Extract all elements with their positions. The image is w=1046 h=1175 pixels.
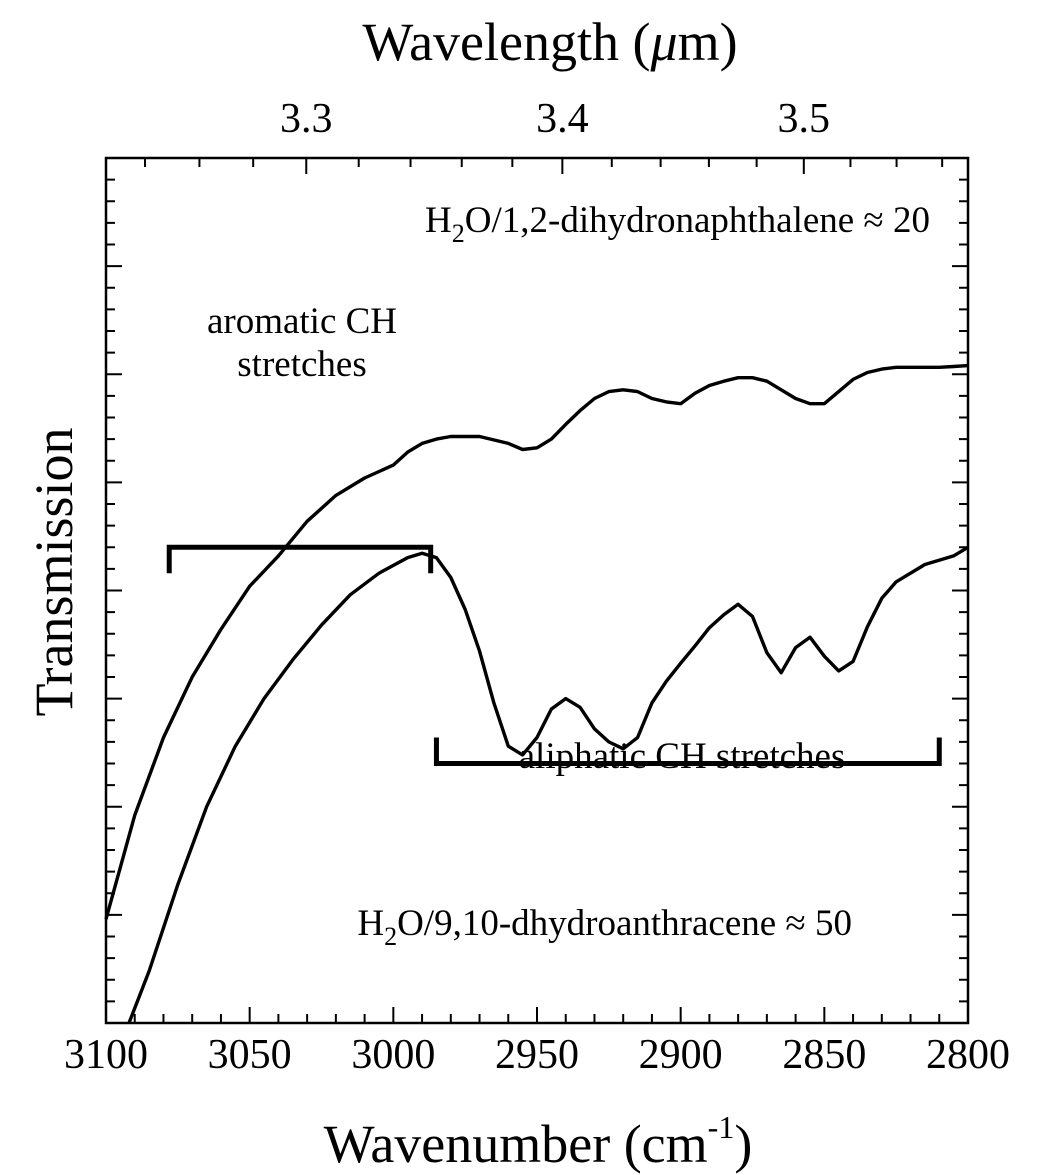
top-axis-title: Wavelength (μm): [362, 12, 737, 72]
x2-tick-label: 3.4: [536, 96, 589, 142]
x-axis-title: Wavenumber (cm-1): [324, 1109, 753, 1174]
plot-frame: [104, 156, 970, 1025]
x-tick-label: 2800: [926, 1032, 1010, 1078]
annotations-group: [166, 544, 942, 766]
x2-tick-label: 3.5: [778, 96, 831, 142]
series-group: [104, 363, 969, 1024]
aliphatic-label: aliphatic CH stretches: [519, 736, 846, 777]
series-line-0: [104, 363, 969, 920]
x-tick-label: 3000: [351, 1032, 435, 1078]
x-tick-label: 2850: [782, 1032, 866, 1078]
mu-symbol: μ: [649, 12, 677, 72]
x-tick-label: 2950: [495, 1032, 579, 1078]
aliphatic-bracket: [433, 737, 942, 766]
series-label-dihydronaphthalene: H2O/1,2-dihydronaphthalene ≈ 20: [425, 200, 930, 248]
x-tick-label: 3050: [208, 1032, 292, 1078]
x2-tick-label: 3.3: [280, 96, 333, 142]
aromatic-bracket: [166, 544, 434, 574]
aromatic-label-line2: stretches: [237, 344, 366, 385]
x-tick-label: 2900: [639, 1032, 723, 1078]
series-label-dihydroanthracene: H2O/9,10-dhydroanthracene ≈ 50: [357, 903, 852, 951]
aromatic-label-line1: aromatic CH: [207, 301, 397, 342]
x-axis-title-superscript: -1: [708, 1109, 735, 1145]
x-tick-label: 3100: [64, 1032, 148, 1078]
y-axis-title: Transmission: [24, 427, 84, 716]
tick-labels: 3100 3050 3000 2950 2900 2850 2800 3.3 3.4 3.5: [64, 96, 1010, 1078]
axis-ticks: [105, 158, 969, 1023]
series-line-1: [127, 545, 969, 1024]
